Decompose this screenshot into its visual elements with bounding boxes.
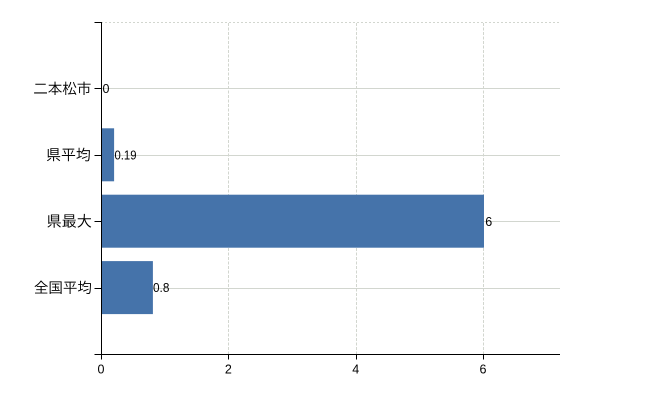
svg-text:4: 4 <box>352 363 359 377</box>
svg-text:6: 6 <box>480 363 487 377</box>
svg-text:0.19: 0.19 <box>115 148 137 162</box>
svg-text:2: 2 <box>225 363 232 377</box>
svg-text:6: 6 <box>485 215 492 229</box>
svg-text:0: 0 <box>103 82 110 96</box>
svg-text:0.8: 0.8 <box>153 281 169 295</box>
svg-text:0: 0 <box>98 363 105 377</box>
